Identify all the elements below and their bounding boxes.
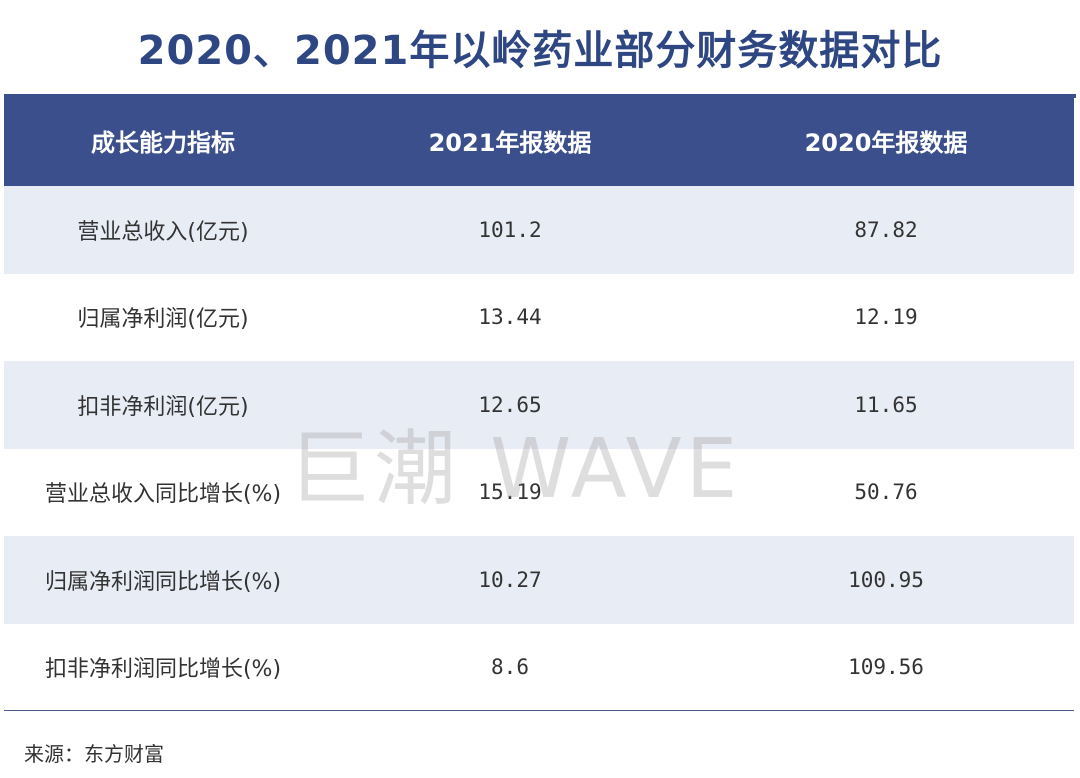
table-header-row: 成长能力指标 2021年报数据 2020年报数据 [4, 94, 1074, 186]
header-indicator: 成长能力指标 [91, 128, 235, 157]
table-row: 营业总收入(亿元) 101.2 87.82 [4, 186, 1074, 274]
financial-data-table: 成长能力指标 2021年报数据 2020年报数据 营业总收入(亿元) 101.2… [4, 94, 1074, 711]
row-value-2020: 87.82 [854, 217, 918, 242]
table-row: 归属净利润(亿元) 13.44 12.19 [4, 273, 1074, 361]
header-edge-accent [1074, 94, 1076, 98]
row-label: 营业总收入同比增长(%) [44, 482, 282, 508]
table-row: 归属净利润同比增长(%) 10.27 100.95 [4, 536, 1074, 624]
row-label: 营业总收入(亿元) [77, 219, 249, 245]
row-value-2021: 15.19 [478, 480, 542, 505]
row-value-2020: 100.95 [848, 567, 924, 592]
row-label: 归属净利润同比增长(%) [44, 569, 282, 595]
row-value-2021: 101.2 [478, 217, 542, 242]
row-value-2021: 8.6 [491, 655, 529, 680]
table-row: 扣非净利润同比增长(%) 8.6 109.56 [4, 623, 1074, 711]
header-2021: 2021年报数据 [428, 128, 592, 157]
table-bottom-divider [4, 710, 1074, 711]
source-note: 来源：东方财富 [24, 742, 164, 766]
row-value-2020: 50.76 [854, 480, 918, 505]
row-value-2020: 11.65 [854, 392, 918, 417]
header-2020: 2020年报数据 [804, 128, 968, 157]
row-value-2021: 12.65 [478, 392, 542, 417]
row-label: 扣非净利润同比增长(%) [44, 657, 282, 683]
table-row: 扣非净利润(亿元) 12.65 11.65 [4, 361, 1074, 449]
row-label: 归属净利润(亿元) [77, 307, 249, 333]
row-value-2020: 12.19 [854, 305, 918, 330]
row-value-2020: 109.56 [848, 655, 924, 680]
page-title: 2020、2021年以岭药业部分财务数据对比 [137, 28, 943, 74]
row-value-2021: 13.44 [478, 305, 542, 330]
table-row: 营业总收入同比增长(%) 15.19 50.76 [4, 448, 1074, 536]
row-label: 扣非净利润(亿元) [77, 394, 249, 420]
row-value-2021: 10.27 [478, 567, 542, 592]
